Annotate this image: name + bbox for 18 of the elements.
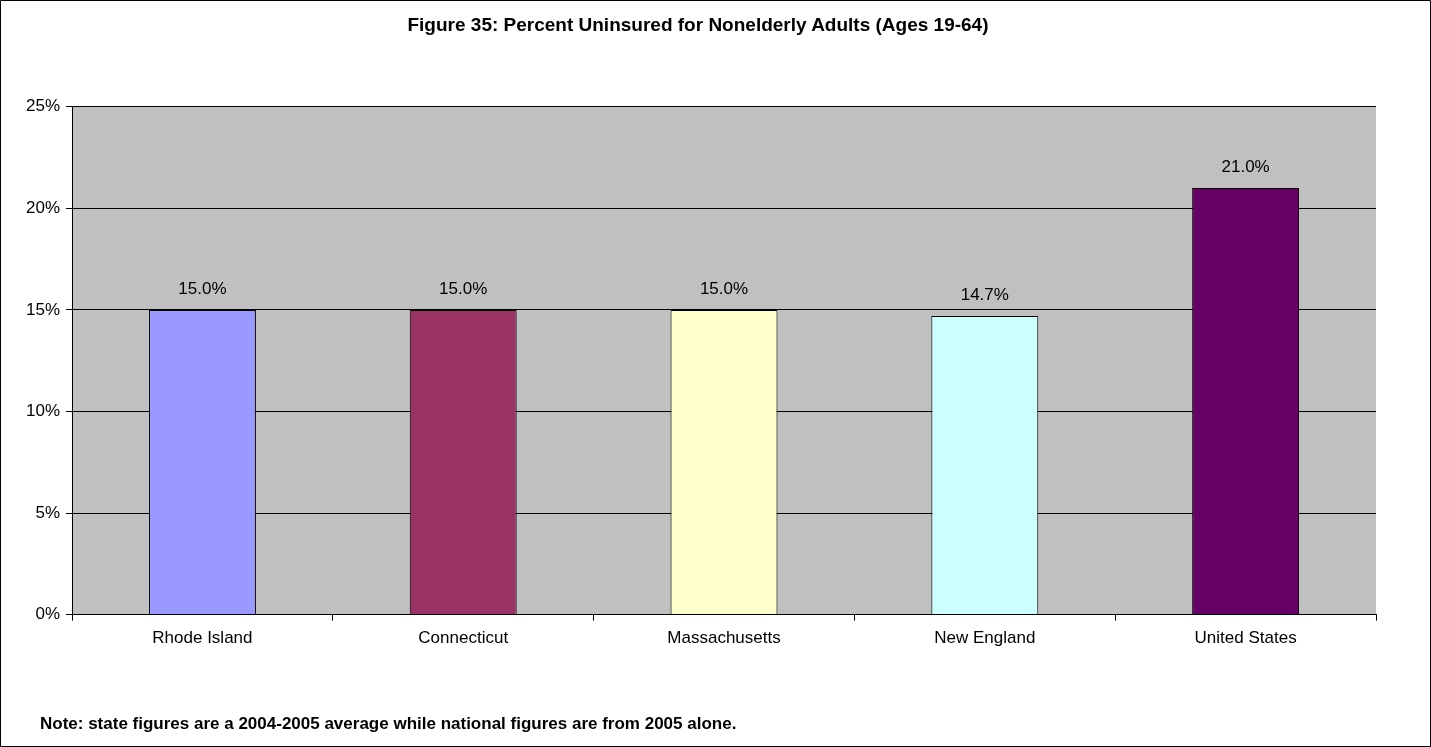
data-label: 15.0% <box>439 279 488 299</box>
y-tick-label: 15% <box>25 299 61 319</box>
x-tick-label: Rhode Island <box>152 628 253 648</box>
data-label: 21.0% <box>1221 157 1270 177</box>
y-tick-label: 10% <box>25 401 61 421</box>
y-tick-label: 25% <box>25 96 61 116</box>
data-label: 14.7% <box>960 285 1009 305</box>
y-tick-label: 0% <box>35 604 61 624</box>
data-label: 15.0% <box>178 279 227 299</box>
y-tick-label: 5% <box>35 502 61 522</box>
y-tick-label: 20% <box>25 198 61 218</box>
x-tick-label: New England <box>934 628 1036 648</box>
x-tick-label: Massachusetts <box>667 628 781 648</box>
chart-title: Figure 35: Percent Uninsured for Nonelderly Adults (Ages 19-64) <box>407 13 989 35</box>
data-label: 15.0% <box>699 279 749 299</box>
x-tick-label: United States <box>1194 628 1297 648</box>
text: Note: state figures are a 2004-2005 average while national figures are from 2005 alone. <box>40 714 737 734</box>
x-tick-label: Connecticut <box>418 628 509 648</box>
